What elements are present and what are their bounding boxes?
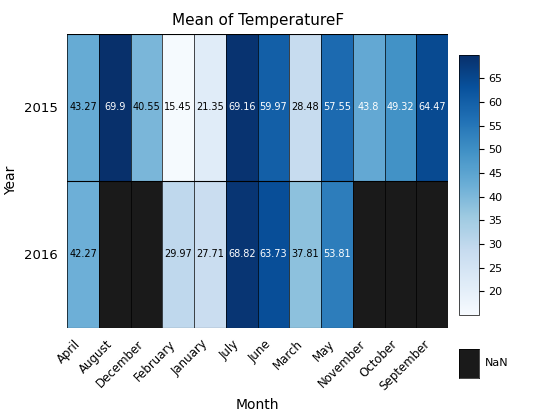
Text: 27.71: 27.71 [196, 249, 224, 259]
Bar [226, 34, 258, 181]
Text: NaN: NaN [484, 358, 508, 368]
Bar [194, 34, 226, 181]
Bar [194, 181, 226, 328]
Bar [385, 181, 416, 328]
Bar [258, 34, 290, 181]
Bar [385, 34, 416, 181]
Title: Mean of TemperatureF: Mean of TemperatureF [171, 13, 344, 28]
Bar [130, 34, 162, 181]
Text: 42.27: 42.27 [69, 249, 97, 259]
Text: 37.81: 37.81 [291, 249, 319, 259]
Bar [321, 181, 353, 328]
Text: 64.47: 64.47 [418, 102, 446, 112]
X-axis label: Month: Month [236, 398, 279, 412]
Text: 49.32: 49.32 [386, 102, 414, 112]
Text: 57.55: 57.55 [323, 102, 351, 112]
Text: 69.16: 69.16 [228, 102, 255, 112]
Text: 59.97: 59.97 [260, 102, 287, 112]
Bar [226, 181, 258, 328]
Bar [321, 34, 353, 181]
Bar [353, 34, 385, 181]
Y-axis label: Year: Year [4, 166, 18, 195]
Text: 53.81: 53.81 [323, 249, 351, 259]
Text: 21.35: 21.35 [196, 102, 224, 112]
Text: 15.45: 15.45 [165, 102, 192, 112]
Bar [290, 34, 321, 181]
Text: 69.9: 69.9 [104, 102, 125, 112]
Text: 68.82: 68.82 [228, 249, 255, 259]
Bar [258, 181, 290, 328]
Text: 40.55: 40.55 [133, 102, 160, 112]
Text: 43.8: 43.8 [358, 102, 379, 112]
Text: 63.73: 63.73 [260, 249, 287, 259]
Text: 28.48: 28.48 [291, 102, 319, 112]
Bar [130, 181, 162, 328]
Bar [416, 34, 448, 181]
Bar [416, 181, 448, 328]
Bar [67, 181, 99, 328]
Bar [290, 181, 321, 328]
Bar [99, 181, 130, 328]
Text: 43.27: 43.27 [69, 102, 97, 112]
Bar [67, 34, 99, 181]
Bar [99, 34, 130, 181]
Bar [353, 181, 385, 328]
Bar [162, 34, 194, 181]
Bar [162, 181, 194, 328]
Text: 29.97: 29.97 [165, 249, 192, 259]
